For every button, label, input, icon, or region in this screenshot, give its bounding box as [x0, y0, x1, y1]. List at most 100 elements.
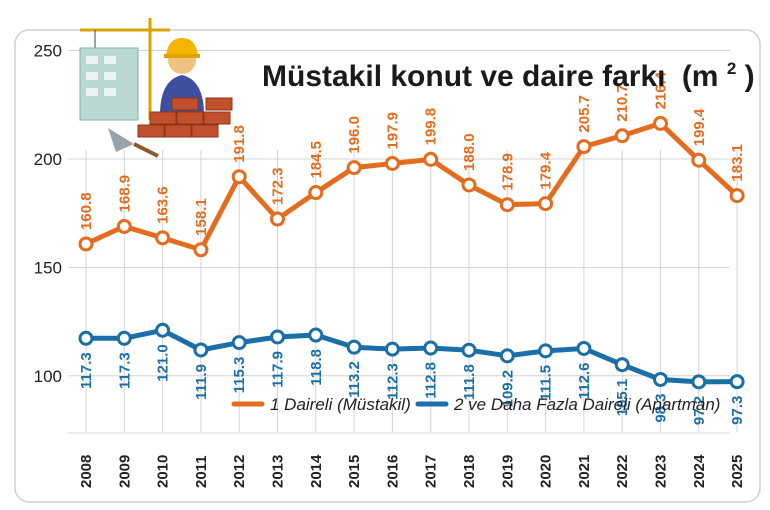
y-tick-label: 150: [34, 258, 62, 277]
data-point: [499, 197, 515, 213]
data-point: [231, 335, 247, 351]
x-tick-label: 2021: [576, 455, 593, 488]
data-point: [116, 330, 132, 346]
x-tick-label: 2011: [193, 455, 210, 488]
legend-label-orange: 1 Daireli (Müstakil): [270, 395, 411, 414]
data-point: [423, 340, 439, 356]
data-point: [614, 357, 630, 373]
data-point: [308, 327, 324, 343]
data-label: 199.4: [691, 108, 708, 146]
data-point: [193, 242, 209, 258]
x-tick-label: 2017: [423, 455, 440, 488]
x-tick-label: 2024: [691, 454, 708, 488]
data-point: [576, 139, 592, 155]
x-tick-label: 2016: [384, 455, 401, 488]
data-point: [384, 341, 400, 357]
data-label: 196.0: [346, 116, 363, 154]
data-label: 172.3: [270, 167, 287, 205]
series-layer: 160.8 168.9 163.6 158.1 191.8 172.3 184.5 196.0…: [78, 71, 746, 425]
hard-hat-icon: [166, 38, 198, 56]
data-point: [270, 211, 285, 227]
legend-item-blue: 2 ve Daha Fazla Daireli (Apartman): [415, 395, 720, 414]
data-point: [461, 342, 477, 358]
x-tick-label: 2008: [78, 455, 95, 488]
data-label: 112.8: [423, 362, 440, 399]
chart-title-superscript: 2: [727, 59, 736, 78]
data-label: 205.7: [576, 95, 593, 133]
data-label: 111.8: [461, 364, 478, 400]
data-point: [729, 188, 745, 204]
data-point: [308, 185, 324, 201]
x-tick-label: 2025: [729, 455, 746, 488]
data-point: [653, 371, 668, 387]
data-label: 117.9: [270, 351, 287, 388]
y-tick-labels: 100 150 200 250: [34, 42, 62, 386]
x-tick-label: 2014: [308, 454, 325, 488]
window-icon: [86, 88, 98, 96]
x-tick-label: 2018: [461, 455, 478, 488]
data-point: [231, 169, 247, 185]
x-tick-label: 2023: [653, 455, 670, 488]
window-icon: [86, 56, 98, 64]
x-tick-label: 2020: [538, 455, 555, 488]
data-label: 118.8: [308, 349, 325, 386]
y-tick-label: 200: [34, 150, 62, 169]
data-label: 199.8: [423, 108, 440, 146]
data-label: 112.3: [384, 363, 401, 400]
window-icon: [104, 88, 116, 96]
hard-hat-brim: [164, 54, 200, 58]
x-tick-label: 2022: [614, 455, 631, 488]
data-label: 160.8: [78, 192, 95, 230]
data-point: [155, 322, 171, 338]
chart-title-unit: (m: [682, 60, 719, 93]
x-tick-label: 2012: [231, 455, 248, 488]
data-point: [346, 339, 362, 355]
data-point: [538, 343, 554, 359]
data-label: 188.0: [461, 133, 478, 171]
data-point: [576, 340, 592, 356]
data-label: 216.4: [653, 71, 670, 109]
data-label: 115.3: [231, 357, 248, 394]
chart-title-text: Müstakil konut ve daire farkı: [262, 60, 665, 93]
window-icon: [86, 72, 98, 80]
window-icon: [104, 72, 116, 80]
data-point: [538, 196, 554, 212]
data-label: 97.3: [729, 396, 746, 425]
data-point: [384, 156, 400, 172]
data-label: 117.3: [116, 352, 133, 389]
x-tick-labels: 2008 2009 2010 2011 2012 2013 2014 2015 2016 2017…: [78, 454, 746, 488]
data-label: 112.6: [576, 362, 593, 399]
data-point: [423, 151, 439, 167]
data-label: 197.9: [384, 112, 401, 150]
data-point: [691, 152, 707, 168]
data-label: 105.1: [614, 379, 631, 417]
data-point: [691, 374, 707, 390]
data-label: 97.2: [691, 396, 708, 425]
y-tick-label: 250: [34, 42, 62, 61]
data-point: [461, 177, 477, 193]
data-point: [78, 330, 94, 346]
data-label: 117.3: [78, 352, 95, 389]
data-label: 183.1: [729, 144, 746, 182]
legend-label-blue: 2 ve Daha Fazla Daireli (Apartman): [453, 395, 720, 414]
data-label: 191.8: [231, 125, 248, 163]
data-label: 168.9: [116, 175, 133, 213]
construction-worker-illustration: [79, 18, 233, 158]
x-tick-label: 2010: [155, 455, 172, 488]
legend: 1 Daireli (Müstakil) 2 ve Daha Fazla Dai…: [231, 395, 720, 414]
data-point: [116, 218, 132, 234]
data-point: [270, 329, 285, 345]
data-point: [653, 115, 668, 131]
x-tick-label: 2009: [116, 455, 133, 488]
data-label: 158.1: [193, 198, 210, 236]
data-label: 98.3: [653, 393, 670, 422]
chart-title-unit-close: ): [745, 60, 755, 93]
data-label: 121.0: [155, 344, 172, 382]
x-tick-label: 2015: [346, 455, 363, 488]
trowel-handle: [133, 142, 159, 158]
data-point: [729, 374, 745, 390]
x-tick-label: 2013: [270, 455, 287, 488]
data-label: 109.2: [499, 370, 516, 408]
